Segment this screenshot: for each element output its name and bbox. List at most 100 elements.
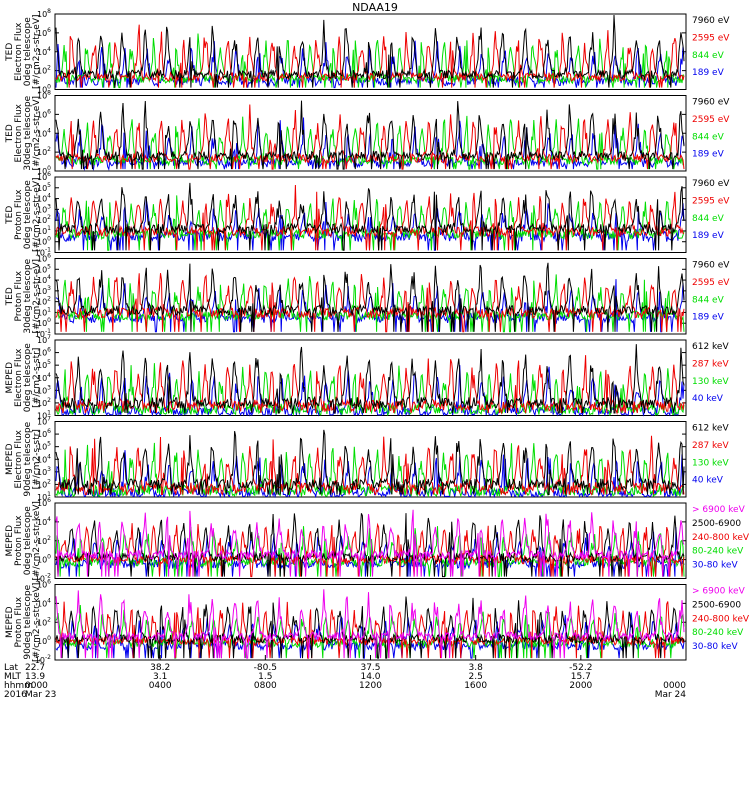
legend-entry: 7960 eV (692, 261, 730, 271)
y-axis-label-line: 0deg telescope (23, 506, 33, 576)
y-axis-label-line: 30deg telescope (23, 95, 33, 170)
y-axis-label-line: Electron Flux (14, 103, 24, 162)
y-tick-label: 106 (37, 27, 51, 38)
y-tick-label: 106 (37, 428, 51, 439)
y-tick-label: 10-1 (35, 328, 51, 339)
y-tick-label: 102 (37, 146, 51, 157)
series-trace-287-kev (55, 355, 685, 415)
panel-2: 100 102 104 106 108 TED Electron Flux 30deg tel… (5, 90, 730, 177)
series-trace-287-kev (55, 435, 685, 497)
y-tick-label: 106 (37, 497, 51, 508)
y-axis-label-line: [#/cm2-s-str-eV] (32, 259, 42, 334)
y-tick-label: 104 (37, 46, 51, 57)
y-axis-label-line: 0deg telescope (23, 343, 33, 413)
y-tick-label: 100 (37, 317, 51, 328)
y-tick-label: 107 (37, 416, 51, 427)
legend-entry: 2500-6900 (692, 600, 741, 610)
legend-entry: 130 keV (692, 458, 729, 468)
panel-8: 10-2 100 102 104 106 MEPED Proton Flux 90deg te… (5, 579, 750, 666)
y-tick-label: 106 (37, 171, 51, 182)
y-axis-label-line: [#/cm2-s-str] (32, 348, 42, 408)
legend-entry: 80-240 keV (692, 628, 744, 638)
legend-entry: 40 keV (692, 476, 724, 486)
y-tick-label: 106 (37, 253, 51, 264)
ephemeris-value: 0800 (254, 681, 277, 691)
series-trace-30-80-kev (55, 612, 685, 659)
legend-entry: 7960 eV (692, 179, 730, 189)
legend-entry: 844 eV (692, 295, 725, 305)
ephemeris-row-label: MLT (4, 672, 22, 682)
y-axis-label-line: Electron Flux (14, 348, 24, 407)
y-tick-label: 102 (37, 478, 51, 489)
y-axis-label-line: TED (5, 43, 15, 62)
y-tick-label: 103 (37, 285, 51, 296)
y-tick-label: 104 (37, 597, 51, 608)
ephemeris-value: 0000 (25, 681, 48, 691)
ephemeris-value: 38.2 (150, 663, 170, 673)
series-trace-2595-ev (55, 24, 685, 88)
series-trace-2500-6900 (55, 596, 685, 659)
legend-entry: 240-800 keV (692, 614, 750, 624)
ephemeris-row-label: 2016 (4, 690, 27, 700)
legend-entry: 2595 eV (692, 196, 730, 206)
y-axis-label-line: Proton Flux (14, 596, 24, 647)
ephemeris-value: 1200 (359, 681, 382, 691)
y-axis-label-line: [#/cm2-s-str-eV] (32, 177, 42, 252)
y-axis-label-line: 0deg telescope (23, 180, 33, 250)
y-tick-label: 106 (37, 579, 51, 590)
y-axis-label-line: [#/cm2-s-str-keV] (32, 583, 42, 662)
y-axis-label-line: 0deg telescope (23, 17, 33, 87)
series-trace-189-ev (55, 40, 685, 89)
ephemeris-value: 2000 (569, 681, 592, 691)
y-tick-label: 100 (37, 236, 51, 247)
series-trace-2595-ev (55, 273, 685, 333)
y-axis-label-line: MEPED (5, 606, 15, 638)
legend-entry: 40 keV (692, 394, 724, 404)
y-tick-label: 108 (37, 90, 51, 101)
legend-entry: 130 keV (692, 377, 729, 387)
y-axis-label-line: 90deg telescope (23, 421, 33, 496)
panel-7: 10-2 100 102 104 106 MEPED Proton Flux 0deg tel… (5, 497, 750, 584)
legend-entry: 612 keV (692, 342, 729, 352)
series-trace-7960-ev (55, 182, 685, 251)
legend-entry: 189 eV (692, 150, 725, 160)
series-trace-844-ev (55, 33, 685, 89)
y-tick-label: 104 (37, 453, 51, 464)
y-axis-label-line: [#/cm2-s-str-eV] (32, 14, 42, 89)
series-trace-2500-6900 (55, 513, 685, 578)
y-tick-label: 103 (37, 466, 51, 477)
y-tick-label: 102 (37, 535, 51, 546)
y-tick-label: 104 (37, 516, 51, 527)
series-trace-844-ev (55, 274, 685, 333)
legend-entry: 30-80 keV (692, 642, 738, 652)
ephemeris-value: 2.5 (469, 672, 483, 682)
y-tick-label: 108 (37, 8, 51, 19)
series-trace-612-kev (55, 429, 685, 495)
ephemeris-value: -80.5 (254, 663, 277, 673)
series-trace-80-240-kev (55, 526, 685, 578)
y-tick-label: 100 (37, 554, 51, 565)
y-tick-label: 102 (37, 296, 51, 307)
y-axis-label-line: TED (5, 124, 15, 143)
y-axis-label-line: [#/cm2-s-str-keV] (32, 501, 42, 580)
legend-entry: 189 eV (692, 231, 725, 241)
y-tick-label: 101 (37, 225, 51, 236)
y-tick-label: 10-2 (35, 654, 51, 665)
series-trace-7960-ev (55, 14, 685, 88)
y-tick-label: 105 (37, 263, 51, 274)
series-trace-2595-ev (55, 184, 685, 251)
ephemeris-row-label: hhmm (4, 681, 33, 691)
y-tick-label: 100 (37, 165, 51, 176)
legend-entry: 189 eV (692, 68, 725, 78)
legend-entry: 844 eV (692, 214, 725, 224)
y-axis-label-line: Proton Flux (14, 270, 24, 321)
legend-entry: 287 keV (692, 359, 729, 369)
y-tick-label: 102 (37, 397, 51, 408)
legend-entry: 2595 eV (692, 115, 730, 125)
panel-frame (54, 176, 687, 253)
y-tick-label: 104 (37, 193, 51, 204)
ephemeris-value: 3.1 (153, 672, 167, 682)
series-trace-612-kev (55, 344, 685, 414)
y-tick-label: 100 (37, 635, 51, 646)
